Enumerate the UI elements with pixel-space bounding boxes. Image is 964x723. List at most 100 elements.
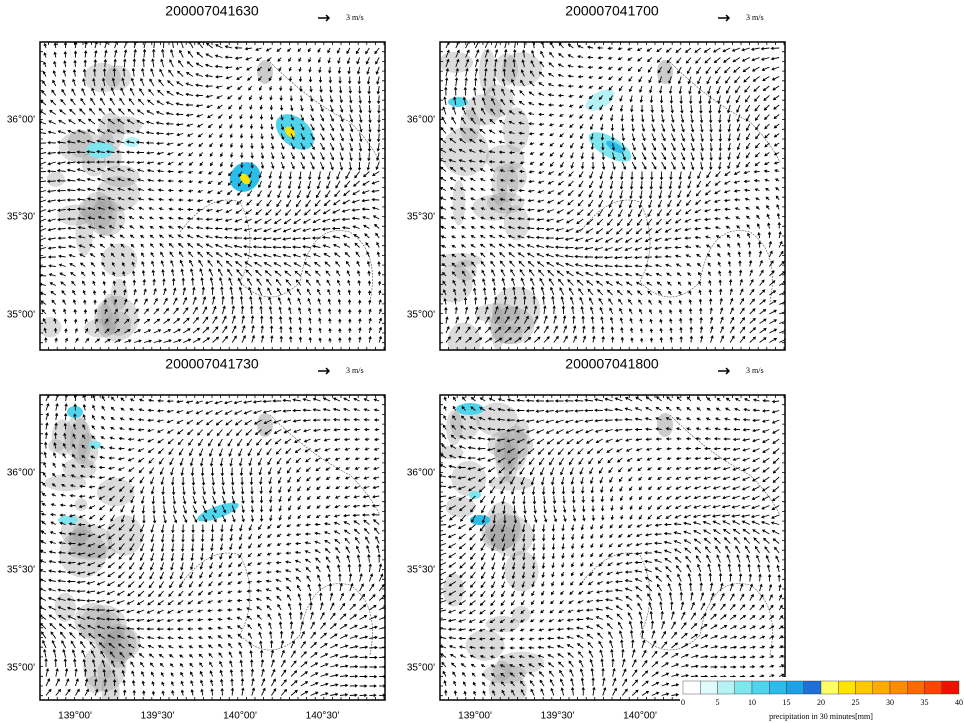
- map-panel: 200007041800 3 m/s 36°00' 35°30' 35°00' 139°0…: [407, 356, 786, 722]
- terrain: [489, 515, 534, 557]
- terrain: [487, 192, 525, 214]
- map-frame: [439, 41, 786, 351]
- lon-label: 139°00': [58, 711, 92, 722]
- frame-ticks: [39, 41, 385, 350]
- terrain: [96, 478, 135, 507]
- wind-vectors: [440, 42, 785, 343]
- map-panel: 200007041630 3 m/s 36°00' 35°30' 35°00': [7, 3, 386, 351]
- colorbar-label: precipitation in 30 minutes[mm]: [769, 712, 873, 721]
- colorbar-swatch: [734, 680, 753, 695]
- terrain: [104, 626, 141, 660]
- frame-ticks: [439, 41, 785, 350]
- map-content: [440, 42, 785, 350]
- terrain: [504, 550, 539, 592]
- terrain: [70, 418, 92, 464]
- terrain: [57, 204, 93, 226]
- wind-vectors: [40, 42, 383, 343]
- precipitation: [275, 114, 315, 150]
- map-content: [40, 395, 385, 700]
- terrain: [105, 65, 131, 91]
- terrain: [105, 630, 130, 668]
- precipitation: [470, 515, 490, 525]
- colorbar-tick-label: 25: [852, 698, 860, 707]
- colorbar-swatch: [769, 680, 787, 695]
- terrain: [485, 144, 525, 173]
- lat-label: 35°30': [407, 212, 435, 223]
- terrain: [54, 592, 76, 622]
- map-panel: 200007041700 3 m/s 36°00' 35°30' 35°00': [407, 3, 786, 351]
- terrain: [83, 62, 121, 93]
- terrain: [453, 259, 477, 281]
- lat-label: 35°00': [7, 310, 35, 321]
- terrain: [92, 195, 117, 236]
- terrain: [489, 307, 535, 345]
- panel-title: 200007041730: [165, 356, 259, 372]
- lat-label: 36°00': [407, 115, 435, 126]
- terrain: [514, 420, 530, 443]
- map-panel: 200007041730 3 m/s 36°00' 35°30' 35°00' 139°0…: [7, 356, 386, 722]
- precipitation: [124, 137, 140, 147]
- lat-label: 36°00': [7, 468, 35, 479]
- precipitation: [58, 516, 78, 524]
- terrain: [46, 171, 65, 187]
- scale-label: 3 m/s: [346, 13, 364, 22]
- colorbar-swatch: [803, 680, 822, 695]
- colorbar-tick-label: 20: [817, 698, 825, 707]
- terrain: [445, 496, 476, 518]
- colorbar-tick-label: 40: [955, 698, 963, 707]
- terrain: [503, 205, 530, 241]
- terrain: [82, 192, 113, 230]
- precipitation: [456, 403, 484, 415]
- terrain: [440, 52, 474, 73]
- colorbar-swatch: [872, 680, 891, 695]
- terrain: [64, 415, 90, 460]
- lon-label: 140°00': [623, 711, 657, 722]
- precipitation: [197, 502, 239, 522]
- colorbar-swatch: [855, 680, 873, 695]
- map-frame: [39, 394, 386, 701]
- lat-label: 35°30': [7, 565, 35, 576]
- lon-label: 140°00': [223, 711, 257, 722]
- precipitation: [585, 89, 615, 111]
- terrain: [74, 603, 111, 639]
- scale-label: 3 m/s: [346, 366, 364, 375]
- lat-label: 35°30': [7, 212, 35, 223]
- terrain: [74, 498, 88, 511]
- panel-title: 200007041800: [565, 356, 659, 372]
- terrain: [68, 524, 113, 558]
- terrain: [40, 317, 62, 338]
- terrain: [465, 629, 505, 661]
- terrain: [88, 200, 126, 236]
- terrain: [105, 311, 132, 336]
- lon-label: 139°30': [141, 711, 175, 722]
- lat-label: 35°30': [407, 565, 435, 576]
- map-frame: [439, 394, 786, 701]
- terrain: [44, 474, 87, 491]
- terrain: [511, 606, 531, 623]
- colorbar-tick-label: 10: [748, 698, 756, 707]
- colorbar-swatch: [838, 680, 856, 695]
- terrain: [96, 176, 140, 212]
- scale-label: 3 m/s: [746, 366, 764, 375]
- terrain: [440, 445, 464, 460]
- precipitation: [67, 406, 83, 418]
- colorbar-tick-label: 15: [783, 698, 791, 707]
- terrain: [504, 425, 528, 471]
- terrain: [84, 319, 116, 338]
- colorbar-swatch: [941, 680, 960, 695]
- colorbar-tick-label: 0: [681, 698, 685, 707]
- lat-label: 36°00': [7, 115, 35, 126]
- colorbar-swatch: [907, 680, 925, 695]
- precipitation: [89, 441, 101, 449]
- precipitation: [86, 142, 114, 158]
- colorbar-tick-label: 30: [886, 698, 894, 707]
- terrain: [502, 444, 518, 484]
- colorbar-swatch: [924, 680, 942, 695]
- terrain: [497, 651, 544, 675]
- terrain: [505, 163, 527, 191]
- terrain: [492, 660, 512, 681]
- colorbar-swatch: [717, 680, 735, 695]
- terrain: [657, 413, 673, 437]
- coastline: [179, 61, 381, 303]
